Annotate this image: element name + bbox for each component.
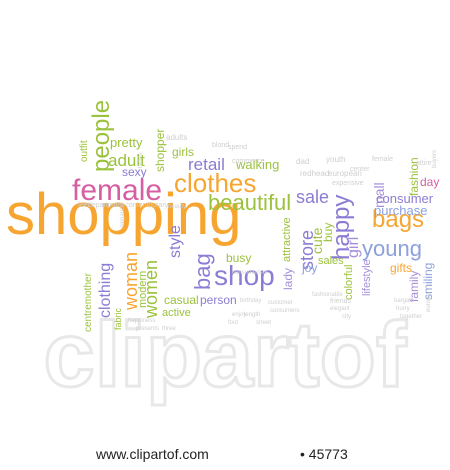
- cloud-word: fabric: [113, 307, 123, 330]
- cloud-word: blond: [212, 142, 230, 149]
- cloud-word: friends: [330, 298, 352, 305]
- cloud-word: lady: [281, 267, 295, 290]
- cloud-word: adults: [166, 133, 188, 142]
- cloud-word: consumers: [270, 308, 300, 314]
- cloud-word: colorful: [343, 264, 355, 300]
- cloud-word: clothing: [97, 262, 114, 318]
- cloud-word: shopping: [6, 182, 242, 247]
- footer-id-number: 45773: [308, 446, 348, 462]
- cloud-word: clothes: [174, 168, 257, 198]
- cloud-word: pretty: [110, 135, 143, 150]
- cloud-word: retail: [188, 155, 225, 174]
- cloud-word: three: [162, 326, 176, 332]
- cloud-word: foot: [228, 320, 239, 326]
- cloud-word: female: [372, 156, 394, 163]
- cloud-word: customer: [268, 300, 293, 306]
- cloud-word: joy: [302, 261, 318, 275]
- cloud-word: casual: [164, 293, 199, 307]
- cloud-word: consumer: [376, 191, 434, 206]
- cloud-word: active: [162, 307, 191, 319]
- cloud-word: europe: [426, 293, 432, 312]
- cloud-word: attire: [416, 160, 432, 167]
- footer-id: • 45773: [300, 446, 348, 462]
- cloud-word: purchase: [374, 203, 428, 218]
- cloud-word: commerce: [232, 158, 265, 165]
- cloud-word: modern: [137, 270, 149, 308]
- cloud-word: lifestyle: [361, 259, 373, 296]
- cloud-word: birthday: [240, 298, 262, 304]
- cloud-word: consumerism: [232, 270, 268, 276]
- cloud-word: beauty: [168, 204, 187, 210]
- cloud-word: youth: [326, 155, 346, 164]
- cloud-word: buy: [321, 222, 335, 242]
- cloud-word: attractive: [281, 217, 293, 262]
- cloud-word: girls: [172, 145, 195, 159]
- cloud-word: shopper: [153, 128, 167, 172]
- cloud-word: together: [400, 314, 423, 320]
- watermark-clipartof: clipartof: [42, 303, 408, 408]
- cloud-word: street: [256, 320, 272, 326]
- cloud-word: busy: [226, 251, 252, 265]
- cloud-word: presents: [136, 326, 160, 332]
- cloud-word: bags: [372, 206, 425, 233]
- cloud-word: center: [350, 166, 370, 173]
- cloud-word: fashionable: [312, 292, 343, 298]
- footer: www.clipartof.com • 45773: [0, 446, 450, 466]
- cloud-word: expensive: [332, 180, 364, 187]
- cloud-word: outfit: [79, 140, 90, 162]
- cloud-word: hurry: [396, 306, 410, 312]
- cloud-word: beautiful: [208, 190, 292, 215]
- cloud-word: happiness: [128, 318, 156, 324]
- watermark-text: clipartof: [44, 304, 407, 406]
- cloud-word: female: [72, 174, 163, 207]
- cloud-word: feet: [78, 202, 90, 209]
- cloud-word: centremother: [83, 273, 94, 332]
- cloud-word: elegance: [120, 203, 126, 228]
- cloud-word: shop: [214, 260, 275, 291]
- cloud-word: sale: [296, 187, 330, 207]
- cloud-word: day: [420, 175, 440, 189]
- cloud-word: style: [167, 225, 184, 258]
- cloud-word: person: [200, 293, 237, 307]
- footer-site: www.clipartof.com: [96, 446, 209, 462]
- cloud-word: bag: [190, 253, 215, 290]
- cloud-word: redhead: [300, 169, 330, 178]
- cloud-word: gifts: [390, 261, 413, 275]
- cloud-word: sexy: [122, 165, 147, 179]
- footer-id-prefix: •: [300, 446, 305, 462]
- cloud-word: length: [244, 312, 261, 318]
- cloud-word: adult: [108, 151, 145, 170]
- cloud-word: bargain: [394, 298, 415, 304]
- cloud-word: buyers: [432, 149, 438, 168]
- cloud-word: city: [342, 314, 351, 320]
- cloud-word: european: [328, 169, 362, 178]
- cloud-word: young: [362, 236, 422, 261]
- cloud-word: sales: [318, 255, 344, 267]
- cloud-word: spend: [228, 144, 248, 151]
- cloud-word: ladies: [138, 152, 144, 168]
- cloud-word: department contemporary: [88, 202, 169, 209]
- cloud-word: girl: [345, 236, 362, 258]
- cloud-word: elegant: [330, 306, 350, 312]
- cloud-word: dad: [296, 157, 310, 166]
- cloud-word: enjoy: [232, 312, 247, 318]
- cloud-word: walking: [236, 157, 280, 172]
